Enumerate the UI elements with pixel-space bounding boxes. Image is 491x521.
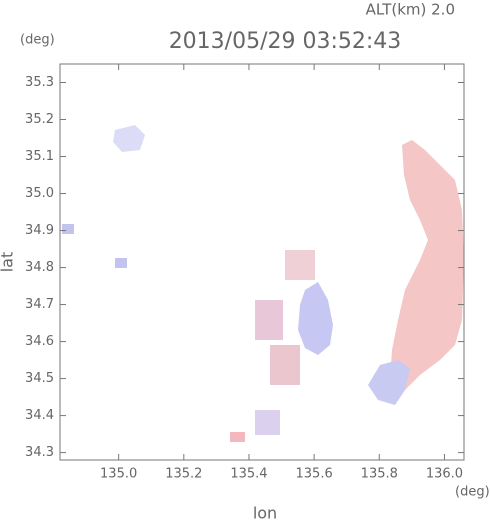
echo-red <box>390 140 464 395</box>
chart-title: 2013/05/29 03:52:43 <box>169 29 402 54</box>
y-tick-label: 34.5 <box>25 371 54 386</box>
x-tick-label: 136.0 <box>426 467 463 482</box>
echo-mix <box>270 345 300 385</box>
y-unit: (deg) <box>20 33 55 48</box>
y-tick-label: 34.3 <box>25 445 54 460</box>
echo-blue <box>113 125 145 152</box>
echo-blue <box>298 282 333 355</box>
x-tick-label: 135.4 <box>230 467 267 482</box>
y-tick-label: 35.3 <box>25 75 54 90</box>
x-tick-label: 135.2 <box>165 467 202 482</box>
x-tick-label: 135.8 <box>361 467 398 482</box>
echo-red <box>230 432 245 442</box>
y-tick-label: 35.2 <box>25 112 54 127</box>
x-axis-label: lon <box>253 504 277 521</box>
y-tick-label: 34.8 <box>25 260 54 275</box>
radar-field <box>62 125 464 442</box>
echo-mix <box>255 410 280 435</box>
echo-blue <box>62 224 74 234</box>
subtitle: ALT(km) 2.0 <box>366 1 455 19</box>
y-tick-label: 34.6 <box>25 334 54 349</box>
y-axis-label: lat <box>0 252 17 273</box>
x-tick-label: 135.6 <box>296 467 333 482</box>
y-tick-label: 35.0 <box>25 186 54 201</box>
echo-mix <box>255 300 283 340</box>
plot-frame <box>59 63 465 461</box>
x-unit: (deg) <box>455 485 490 500</box>
echo-mix <box>285 250 315 280</box>
y-tick-label: 34.7 <box>25 297 54 312</box>
y-tick-label: 35.1 <box>25 149 54 164</box>
x-tick-label: 135.0 <box>100 467 137 482</box>
y-tick-label: 34.9 <box>25 223 54 238</box>
echo-blue <box>115 258 127 268</box>
echo-blue <box>368 360 410 405</box>
y-tick-label: 34.4 <box>25 408 54 423</box>
